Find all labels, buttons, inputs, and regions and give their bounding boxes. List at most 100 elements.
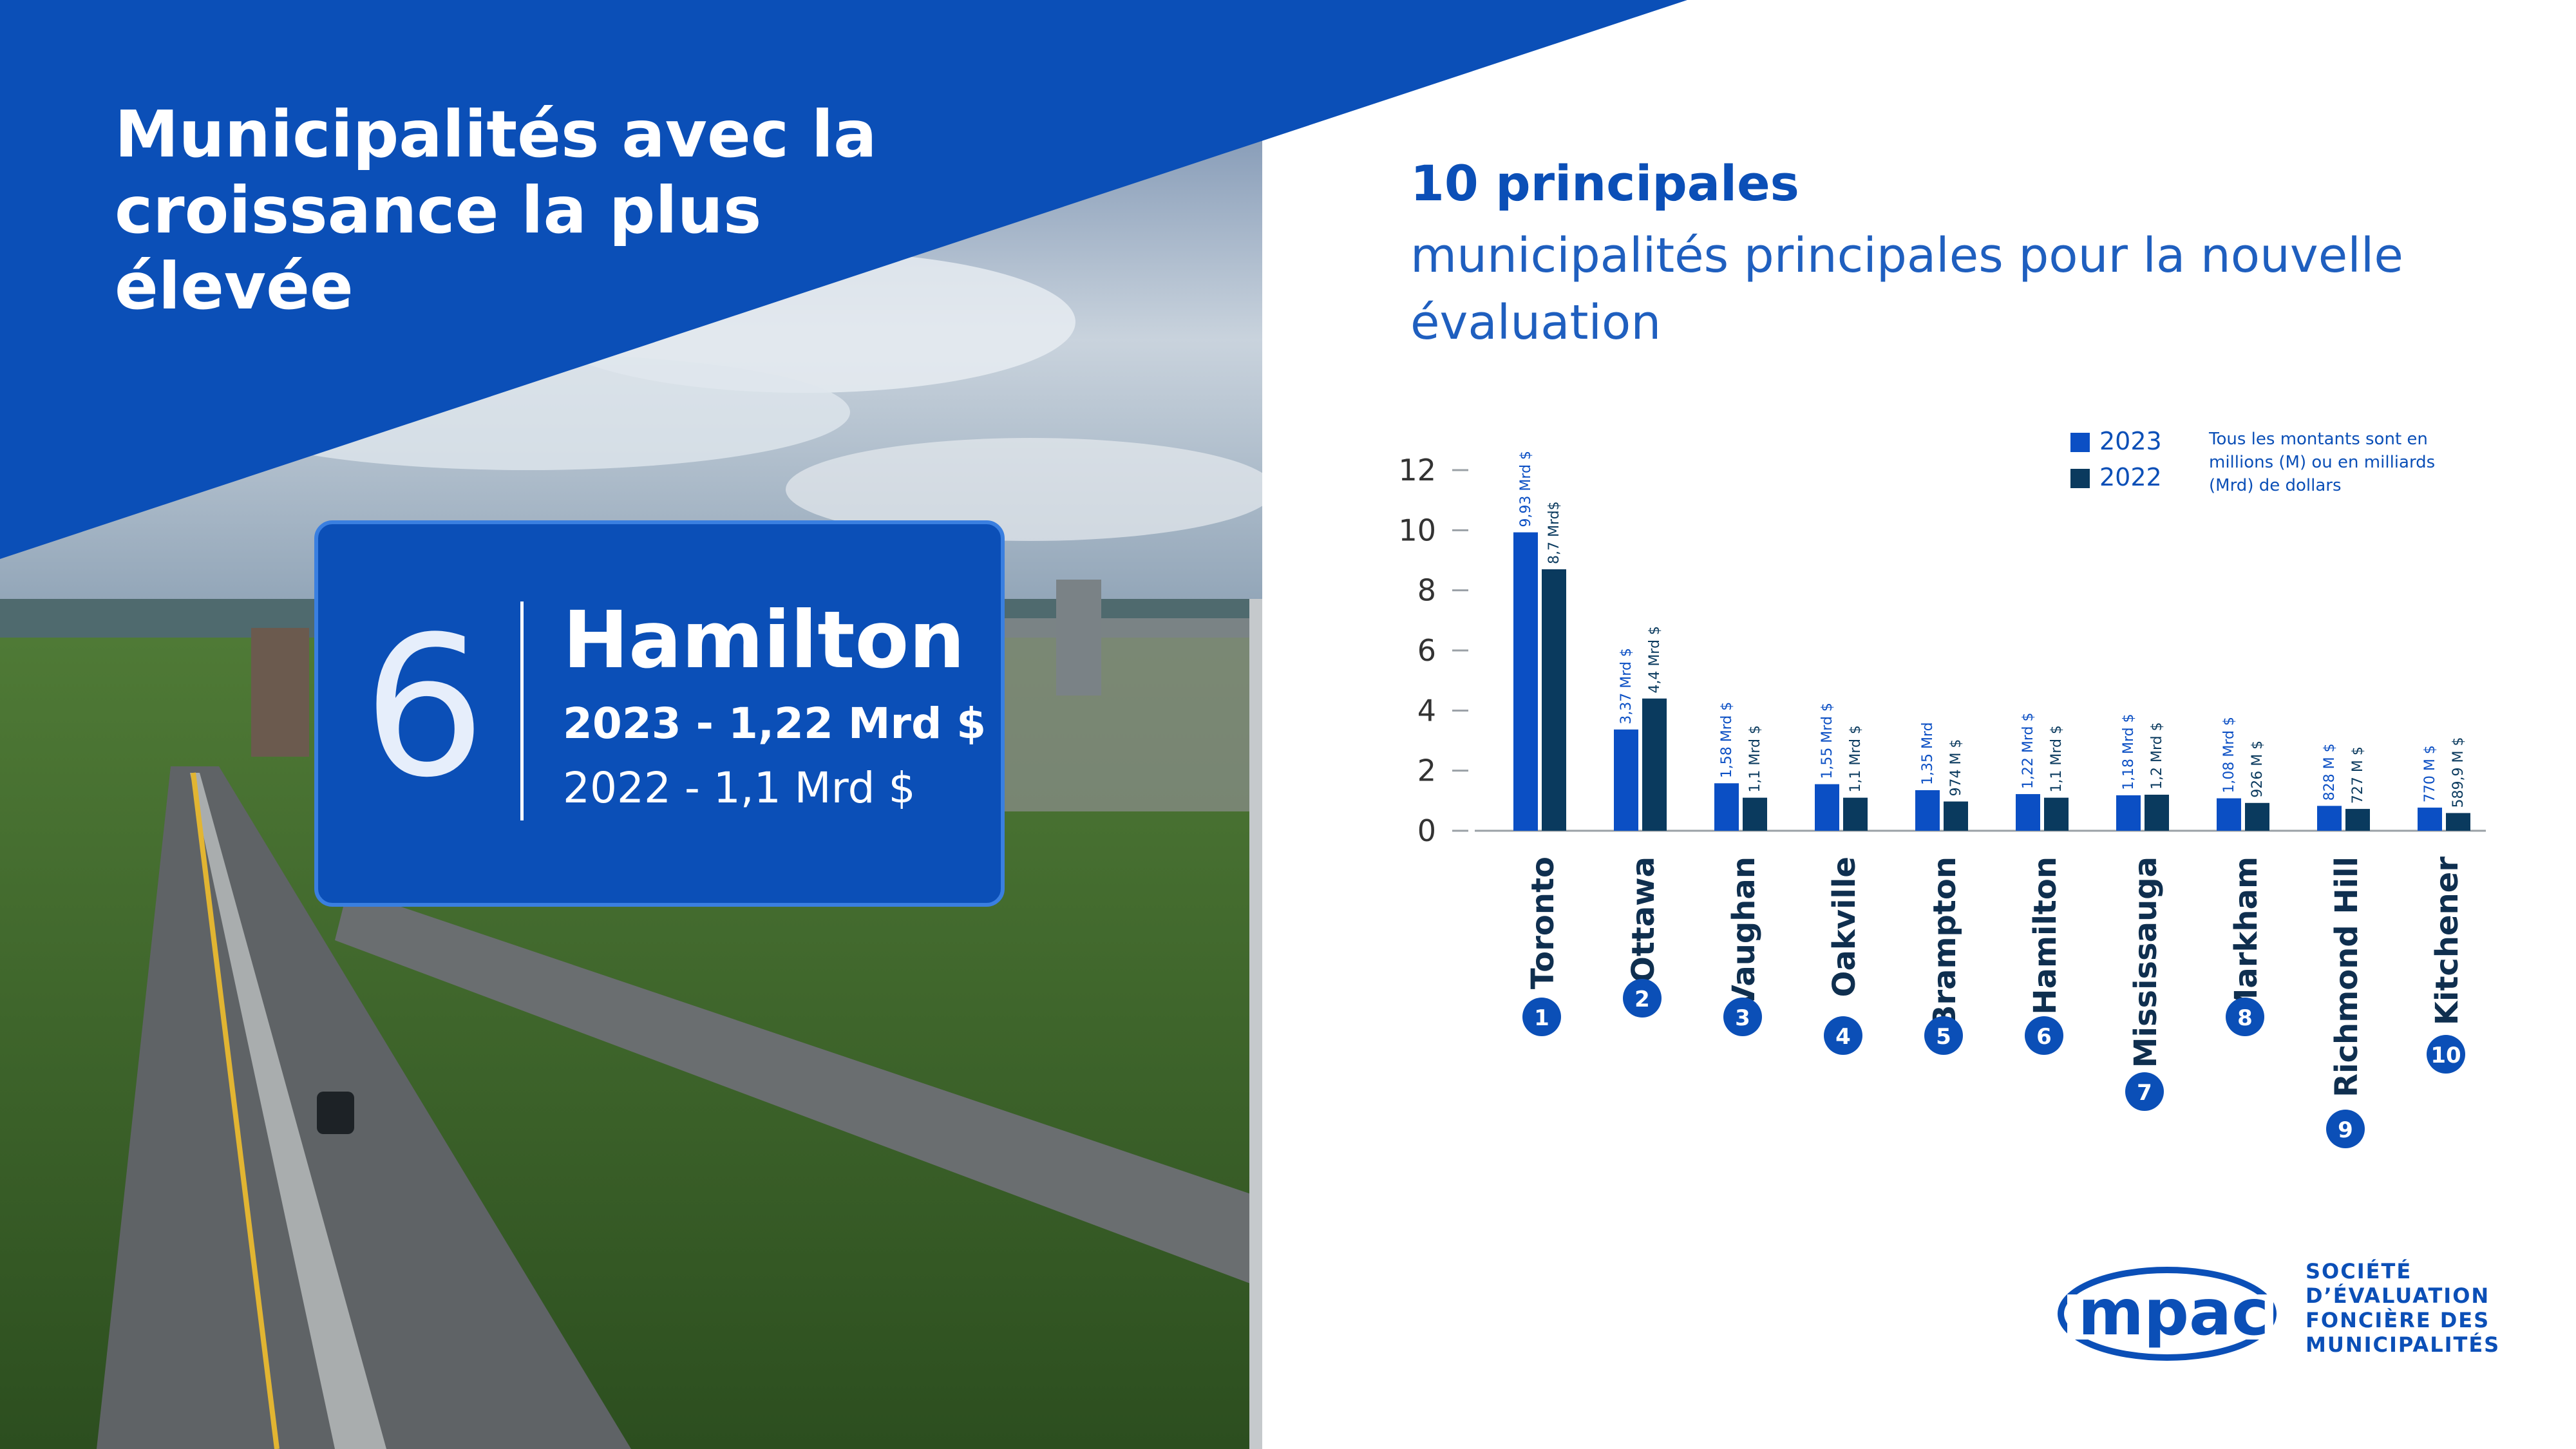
rank-badge: [2427, 1035, 2465, 1074]
category-label: Ottawa: [1625, 857, 1662, 983]
mpac-logo: mpac: [2058, 1267, 2277, 1361]
legend-swatch: [2070, 433, 2090, 452]
bar-2022: [2446, 813, 2470, 831]
logo-line: MUNICIPALITÉS: [2306, 1332, 2501, 1357]
bar-value-label: 589,9 M $: [2450, 737, 2467, 808]
category-label: Mississauga: [2128, 857, 2164, 1068]
bar-value-label: 1,55 Mrd $: [1819, 703, 1835, 779]
category-label: Toronto: [1525, 857, 1561, 989]
bar-value-label: 8,7 Mrd$: [1546, 501, 1562, 564]
bar-2022: [1843, 797, 1868, 831]
bar-2022: [2345, 809, 2370, 831]
bar-2023: [1614, 729, 1638, 831]
rank-badge: [1522, 998, 1561, 1036]
bar-2023: [2418, 808, 2442, 831]
rank-badge: [1924, 1016, 1963, 1055]
chart-heading: 10 principales: [1410, 155, 1799, 212]
legend-note: (Mrd) de dollars: [2209, 476, 2342, 495]
bar-value-label: 1,35 Mrd: [1920, 722, 1936, 785]
legend-label: 2022: [2099, 463, 2162, 491]
category-label: Kitchener: [2429, 857, 2465, 1026]
bar-value-label: 1,1 Mrd $: [1747, 725, 1763, 793]
rank-number: 9: [2338, 1117, 2353, 1143]
rank-number: 3: [1735, 1005, 1750, 1031]
rank-number: 7: [2137, 1080, 2152, 1106]
chart-subheading: municipalités principales pour la nouvel…: [1410, 228, 2403, 350]
bar-value-label: 727 M $: [2350, 746, 2366, 804]
bar-value-label: 1,2 Mrd $: [2149, 722, 2165, 790]
rank-number: 10: [2430, 1043, 2461, 1068]
category-label: Markham: [2228, 857, 2264, 1019]
rank-number: 6: [2036, 1024, 2052, 1050]
bar-value-label: 828 M $: [2322, 743, 2338, 800]
bar-value-label: 1,22 Mrd $: [2020, 712, 2036, 789]
y-tick-label: 10: [1398, 513, 1436, 547]
bar-2023: [2217, 798, 2241, 831]
title-banner: [0, 0, 1687, 559]
banner-title: Municipalités avec la croissance la plus…: [115, 97, 877, 324]
rank-number: 1: [1534, 1005, 1549, 1031]
rank-badge: [2226, 998, 2264, 1036]
rank-badge: [2125, 1072, 2164, 1111]
category-label: Vaughan: [1726, 857, 1762, 1009]
bar-2022: [1542, 569, 1566, 831]
bar-value-label: 974 M $: [1948, 739, 1964, 797]
bar-value-label: 3,37 Mrd $: [1618, 648, 1634, 724]
bar-2022: [2145, 795, 2169, 831]
y-tick-label: 2: [1417, 753, 1436, 788]
bar-value-label: 4,4 Mrd $: [1647, 626, 1663, 694]
rank-number: 4: [1835, 1024, 1851, 1050]
sign-divider: [520, 601, 524, 820]
rank-badge: [2025, 1016, 2063, 1055]
bar-2022: [1743, 797, 1767, 831]
bar-2023: [2116, 795, 2141, 831]
logo-line: D’ÉVALUATION: [2306, 1283, 2490, 1308]
logo-wordmark: SOCIÉTÉ D’ÉVALUATION FONCIÈRE DES MUNICI…: [2306, 1259, 2500, 1357]
rank-badge: [2326, 1110, 2365, 1148]
bar-value-label: 1,1 Mrd $: [1848, 725, 1864, 793]
category-label: Richmond Hill: [2329, 857, 2365, 1097]
bar-2022: [1944, 801, 1968, 831]
bar-2023: [1915, 790, 1940, 831]
bar-2023: [2016, 794, 2040, 831]
y-tick-label: 12: [1398, 453, 1436, 488]
y-tick-label: 8: [1417, 573, 1436, 608]
legend-swatch: [2070, 469, 2090, 488]
bar-value-label: 9,93 Mrd $: [1518, 451, 1534, 527]
bar-2022: [2044, 797, 2069, 831]
bar-value-label: 1,58 Mrd $: [1719, 702, 1735, 779]
bar-2022: [2245, 802, 2269, 831]
rank-badge: [1824, 1016, 1862, 1055]
rank-number: 8: [2237, 1005, 2253, 1031]
legend-note: millions (M) ou en milliards: [2209, 453, 2435, 472]
category-label: Oakville: [1826, 857, 1862, 997]
bar-2023: [1513, 532, 1538, 831]
category-label: Brampton: [1927, 857, 1963, 1028]
rank-badge: [1623, 979, 1662, 1018]
logo-line: FONCIÈRE DES: [2306, 1308, 2490, 1332]
legend-label: 2023: [2099, 427, 2162, 455]
sign-rank: 6: [363, 595, 486, 820]
rank-number: 2: [1634, 987, 1650, 1012]
bar-value-label: 1,1 Mrd $: [2049, 725, 2065, 793]
y-tick-label: 0: [1417, 813, 1436, 848]
legend-note: Tous les montants sont en: [2208, 430, 2428, 449]
bar-value-label: 1,18 Mrd $: [2121, 714, 2137, 790]
bar-value-label: 1,08 Mrd $: [2221, 717, 2237, 793]
bar-2023: [1714, 783, 1739, 831]
y-tick-label: 4: [1417, 693, 1436, 728]
svg-text:mpac: mpac: [2078, 1276, 2269, 1350]
bar-2022: [1642, 698, 1667, 831]
bar-value-label: 770 M $: [2422, 745, 2438, 802]
sign-value-2023: 2023 - 1,22 Mrd $: [563, 699, 987, 748]
category-label: Hamilton: [2027, 857, 2063, 1015]
logo-line: SOCIÉTÉ: [2306, 1259, 2412, 1283]
rank-number: 5: [1936, 1024, 1951, 1050]
sign-city: Hamilton: [563, 594, 965, 686]
bar-2023: [1815, 784, 1839, 831]
y-tick-label: 6: [1417, 633, 1436, 668]
bar-value-label: 926 M $: [2249, 741, 2266, 798]
bar-2023: [2317, 806, 2342, 831]
